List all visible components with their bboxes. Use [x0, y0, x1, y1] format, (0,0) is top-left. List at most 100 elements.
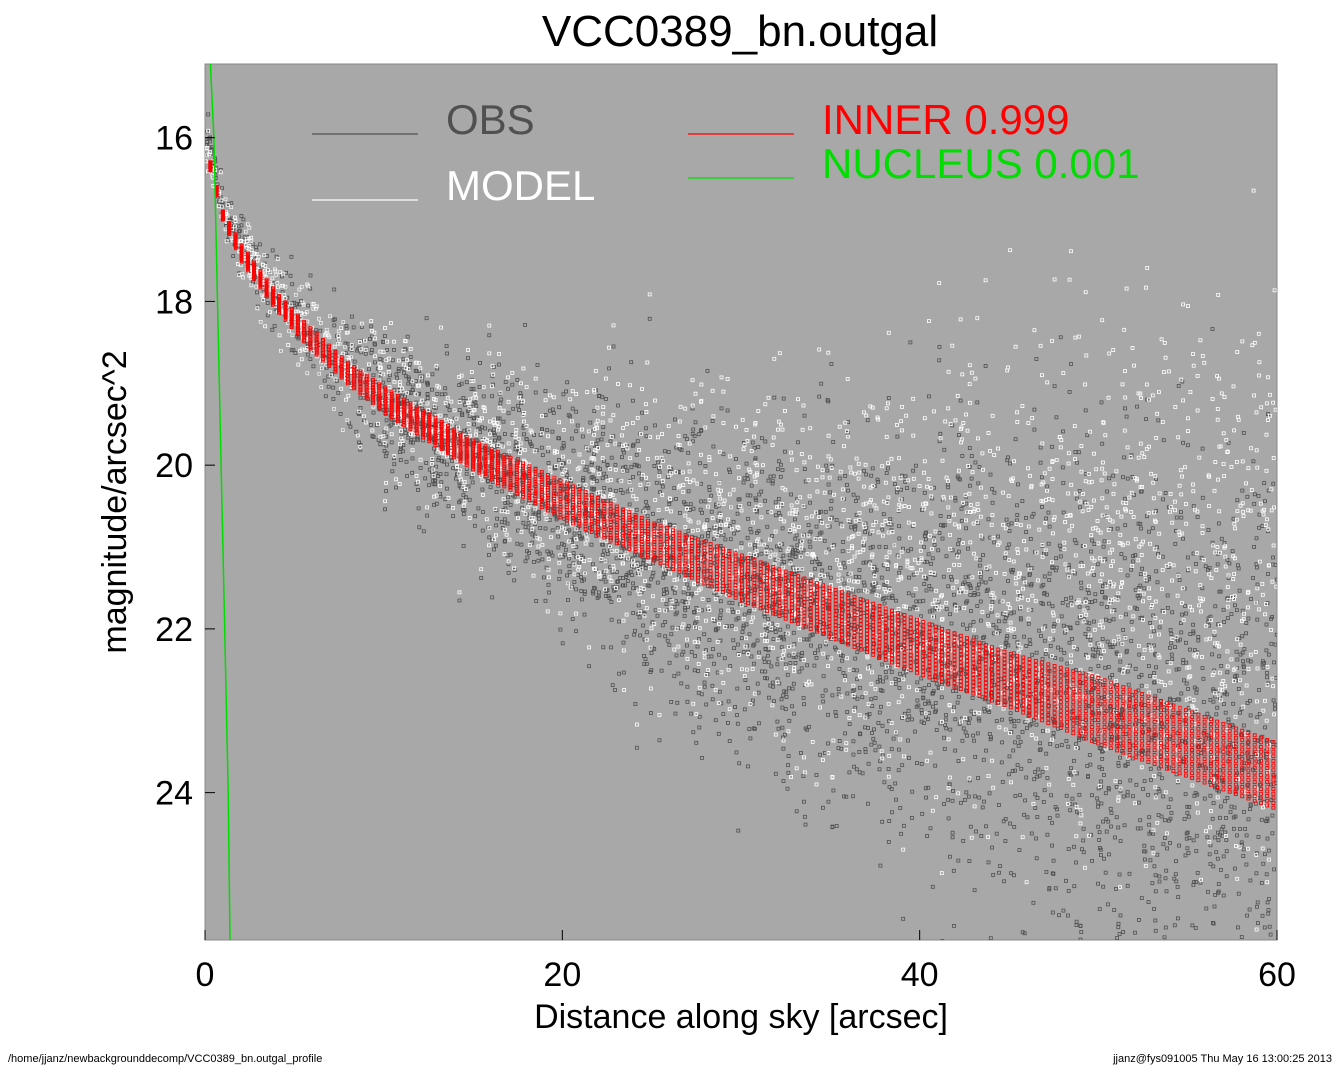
obs-point — [398, 458, 403, 463]
obs-point — [575, 423, 580, 428]
obs-point — [828, 575, 833, 580]
obs-point — [957, 538, 962, 542]
obs-point — [1029, 722, 1034, 726]
obs-point — [1167, 765, 1171, 770]
obs-point — [1193, 926, 1198, 930]
obs-point — [1224, 816, 1228, 820]
obs-point — [1216, 890, 1220, 895]
obs-point — [367, 337, 372, 341]
obs-point — [1012, 825, 1017, 829]
obs-point — [1077, 488, 1082, 493]
obs-point — [877, 744, 882, 749]
obs-point — [1146, 793, 1150, 797]
obs-point — [444, 344, 449, 349]
obs-point — [1238, 710, 1242, 715]
chart-title: VCC0389_bn.outgal — [542, 7, 938, 56]
obs-point — [667, 501, 672, 506]
obs-point — [767, 695, 771, 700]
obs-point — [793, 517, 797, 522]
obs-point — [582, 592, 587, 596]
obs-point — [1224, 849, 1229, 854]
obs-point — [1254, 536, 1259, 541]
obs-point — [1203, 968, 1206, 971]
obs-point — [565, 573, 569, 578]
obs-point — [855, 650, 860, 655]
obs-point — [913, 729, 917, 734]
obs-point — [1177, 578, 1182, 582]
obs-point — [580, 597, 584, 602]
obs-point — [893, 482, 897, 487]
obs-point — [1053, 886, 1058, 891]
obs-point — [930, 556, 935, 561]
obs-point — [1199, 555, 1204, 560]
obs-point — [430, 372, 435, 377]
obs-point — [1181, 658, 1186, 662]
obs-point — [239, 223, 244, 228]
obs-point — [930, 496, 935, 501]
obs-point — [1096, 824, 1101, 829]
obs-point — [564, 389, 568, 394]
obs-point — [1047, 578, 1052, 582]
obs-point — [1221, 854, 1226, 859]
obs-point — [567, 510, 571, 515]
obs-point — [1053, 656, 1058, 660]
obs-point — [1011, 610, 1016, 615]
obs-point — [1241, 723, 1246, 728]
obs-point — [781, 396, 786, 401]
obs-point — [783, 632, 788, 636]
obs-point — [785, 579, 790, 583]
obs-point — [667, 660, 672, 665]
obs-point — [742, 575, 746, 579]
obs-point — [1179, 621, 1183, 625]
obs-point — [853, 656, 858, 661]
obs-point — [732, 646, 736, 650]
obs-point — [1131, 794, 1135, 799]
obs-point — [632, 632, 637, 637]
obs-point — [564, 473, 569, 478]
obs-point — [823, 509, 828, 514]
obs-point — [923, 531, 928, 536]
obs-point — [977, 582, 981, 587]
obs-point — [930, 608, 935, 613]
obs-point — [747, 727, 752, 731]
obs-point — [1188, 647, 1192, 652]
obs-point — [1233, 789, 1238, 794]
obs-point — [977, 563, 982, 568]
obs-point — [665, 638, 670, 643]
obs-point — [587, 469, 592, 474]
obs-point — [770, 534, 774, 538]
obs-point — [898, 671, 902, 676]
obs-point — [511, 406, 516, 411]
obs-point — [1117, 872, 1122, 877]
obs-point — [1163, 876, 1168, 881]
obs-point — [542, 575, 546, 580]
obs-point — [1074, 742, 1078, 746]
obs-point — [1059, 657, 1064, 662]
obs-point — [633, 702, 638, 706]
obs-point — [685, 699, 690, 704]
obs-point — [1225, 670, 1230, 675]
obs-point — [940, 949, 943, 952]
obs-point — [348, 424, 353, 429]
obs-point — [1238, 994, 1241, 997]
obs-point — [793, 661, 798, 665]
obs-point — [443, 413, 448, 418]
obs-point — [296, 336, 301, 341]
obs-point — [434, 464, 438, 469]
obs-point — [966, 794, 971, 799]
obs-point — [416, 506, 421, 511]
obs-point — [627, 591, 632, 596]
obs-point — [1262, 925, 1267, 930]
obs-point — [1172, 923, 1177, 928]
obs-point — [435, 474, 440, 479]
obs-point — [764, 634, 769, 639]
obs-point — [1103, 791, 1108, 796]
obs-point — [1247, 998, 1250, 1001]
obs-point — [560, 641, 565, 646]
obs-point — [880, 662, 885, 667]
obs-point — [237, 229, 241, 234]
obs-point — [1186, 687, 1190, 691]
obs-point — [957, 433, 961, 438]
obs-point — [1204, 906, 1209, 911]
obs-point — [634, 452, 639, 457]
